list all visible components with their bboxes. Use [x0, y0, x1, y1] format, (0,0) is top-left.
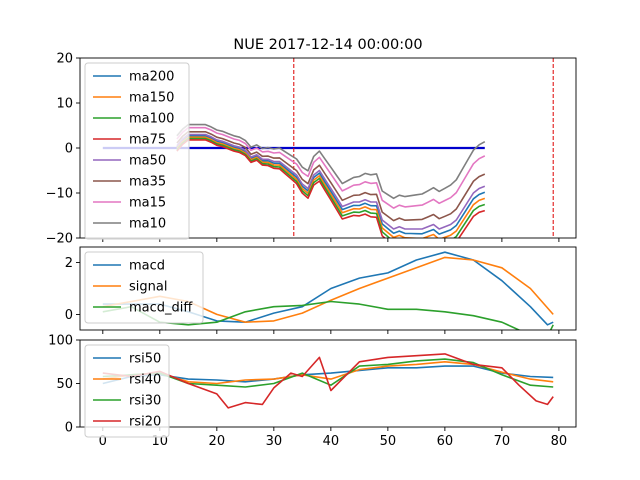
- x-tick-label: 20: [209, 434, 226, 449]
- legend-bottom: rsi50 rsi40 rsi30 rsi20: [84, 344, 170, 438]
- y-tick-label: 2: [65, 256, 73, 271]
- legend-label-ma15: ma15: [129, 196, 166, 211]
- x-tick-label: 10: [152, 434, 169, 449]
- y-tick-label: 0: [65, 308, 73, 323]
- legend-label-ma50: ma50: [129, 154, 166, 169]
- legend-label-rsi30: rsi30: [129, 394, 161, 409]
- legend-label-ma150: ma150: [129, 91, 174, 106]
- legend-label-ma75: ma75: [129, 133, 166, 148]
- y-tick-label: 10: [56, 97, 73, 112]
- legend-box: [84, 251, 204, 324]
- y-tick-label: 20: [56, 52, 73, 67]
- series-line-ma75: [176, 139, 486, 238]
- panel-top: −20−1001020ma200ma150ma100ma75ma50ma35ma…: [46, 52, 577, 247]
- legend-top: ma200 ma150 ma100 ma75 ma50 ma35 ma15 ma10: [84, 62, 190, 240]
- y-tick-label: 0: [65, 421, 73, 436]
- panels: −20−1001020ma200ma150ma100ma75ma50ma35ma…: [46, 52, 577, 449]
- series-line-ma150: [176, 136, 486, 238]
- x-tick-label: 0: [99, 434, 107, 449]
- legend-label-rsi20: rsi20: [129, 415, 161, 430]
- x-tick-label: 80: [551, 434, 568, 449]
- series-line-macd: [102, 251, 554, 326]
- y-tick-label: 100: [48, 334, 73, 349]
- legend-box: [84, 62, 190, 240]
- series-line-ma50: [176, 133, 486, 230]
- legend-label-macd_diff: macd_diff: [129, 301, 193, 316]
- legend-label-ma100: ma100: [129, 112, 174, 127]
- x-tick-label: 30: [266, 434, 283, 449]
- plot-area-bottom: [102, 353, 554, 409]
- panel-middle: 0 2 macd signal macd_diff: [65, 246, 577, 334]
- y-tick-label: 0: [65, 142, 73, 157]
- legend-middle: macd signal macd_diff: [84, 251, 204, 324]
- legend-label-rsi40: rsi40: [129, 373, 161, 388]
- y-tick-label: −10: [46, 187, 73, 202]
- x-tick-label: 50: [380, 434, 397, 449]
- series-line-ma200: [176, 135, 486, 235]
- x-tick-label: 40: [323, 434, 340, 449]
- x-tick-label: 60: [437, 434, 454, 449]
- series-line-ma15: [176, 126, 486, 209]
- x-tick-label: 70: [494, 434, 511, 449]
- legend-label-ma200: ma200: [129, 70, 174, 85]
- series-line-rsi20: [102, 353, 554, 409]
- legend-label-ma10: ma10: [129, 217, 166, 232]
- series-line-ma10: [176, 123, 486, 200]
- legend-box: [84, 344, 170, 438]
- series-line-macd_diff: [102, 300, 554, 330]
- legend-label-rsi50: rsi50: [129, 352, 161, 367]
- legend-label-ma35: ma35: [129, 175, 166, 190]
- series-line-rsi50: [102, 365, 554, 385]
- chart-title: NUE 2017-12-14 00:00:00: [233, 37, 422, 53]
- series-line-ma35: [176, 131, 486, 222]
- axes-frame-middle: [79, 246, 577, 331]
- y-tick-label: −20: [46, 232, 73, 247]
- legend-label-signal: signal: [129, 280, 167, 295]
- legend-label-macd: macd: [129, 259, 165, 274]
- y-tick-label: 50: [56, 377, 73, 392]
- series-line-ma100: [176, 137, 486, 238]
